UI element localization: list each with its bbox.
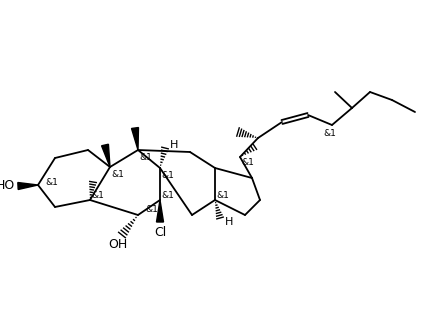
Text: &1: &1 — [162, 191, 174, 200]
Text: &1: &1 — [162, 171, 174, 179]
Text: &1: &1 — [92, 191, 104, 200]
Text: OH: OH — [108, 239, 128, 251]
Polygon shape — [156, 200, 163, 222]
Text: Cl: Cl — [154, 225, 166, 239]
Text: &1: &1 — [146, 205, 159, 214]
Text: &1: &1 — [111, 169, 125, 178]
Text: &1: &1 — [139, 153, 153, 162]
Text: H: H — [170, 140, 178, 150]
Text: HO: HO — [0, 178, 14, 192]
Text: &1: &1 — [45, 177, 59, 186]
Text: H: H — [225, 217, 233, 227]
Text: &1: &1 — [242, 157, 254, 166]
Polygon shape — [132, 128, 139, 150]
Text: &1: &1 — [323, 128, 336, 137]
Text: &1: &1 — [217, 191, 229, 200]
Polygon shape — [18, 183, 38, 189]
Polygon shape — [101, 144, 110, 167]
